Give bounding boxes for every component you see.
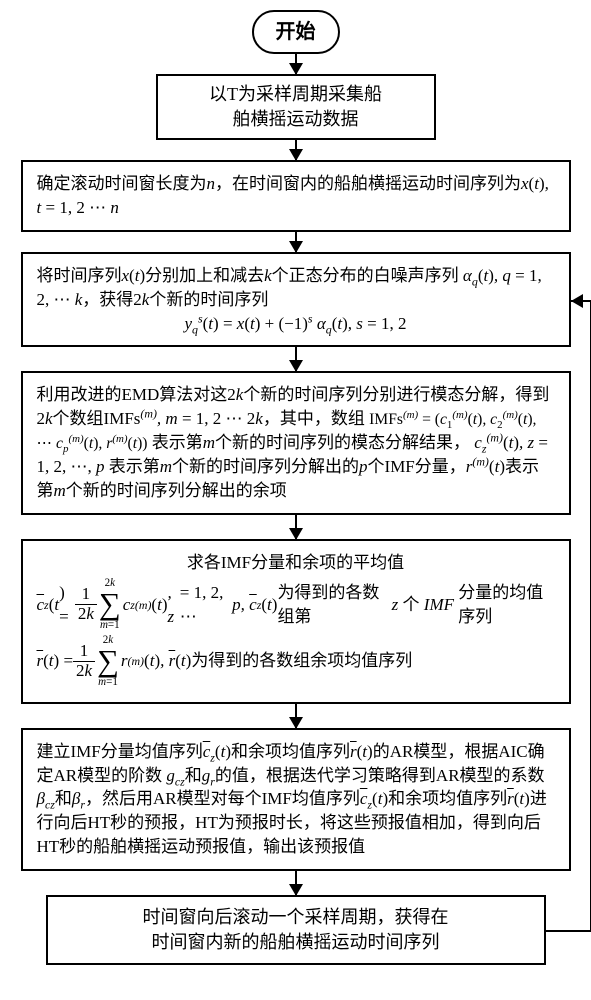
subtitle: 求各IMF分量和余项的平均值 [37, 551, 555, 575]
text: 个IMF分量， [368, 457, 466, 476]
text: 表示第 [152, 433, 203, 452]
loop-arrowhead [571, 294, 583, 308]
text: ，然后用AR模型对每个IMF均值序列 [85, 789, 360, 808]
start-node: 开始 [252, 10, 340, 54]
text: 分别加上和减去 [145, 266, 264, 285]
step-ar: 建立IMF分量均值序列cz(t)和余项均值序列r(t)的AR模型，根据AIC确定… [21, 728, 571, 871]
text: 以T为采样周期采集船 [209, 84, 382, 104]
text: 利用改进的EMD算法对这 [37, 385, 228, 404]
step-emd: 利用改进的EMD算法对这2k个新的时间序列分别进行模态分解，得到2k个数组IMF… [21, 371, 571, 514]
text: 时间窗内新的船舶横摇运动时间序列 [152, 932, 440, 952]
equation: r(t) = 12k 2k∑m=1 r(m)(t), r(t)为得到的各数组余项… [37, 635, 555, 688]
step-noise: 将时间序列x(t)分别加上和减去k个正态分布的白噪声序列 αq(t), q = … [21, 252, 571, 347]
step-mean: 求各IMF分量和余项的平均值 cz(t) = 12k 2k∑m=1 cz(m)(… [21, 539, 571, 704]
text: 的值，根据迭代学习策略得到AR模型的系数 [215, 766, 545, 785]
loop-edge [546, 930, 591, 932]
step-window: 确定滚动时间窗长度为n，在时间窗内的船舶横摇运动时间序列为x(t), t = 1… [21, 160, 571, 232]
text: 舶横摇运动数据 [233, 109, 359, 129]
text: ，获得 [82, 290, 133, 309]
arrow [295, 871, 297, 895]
text: 建立IMF分量均值序列 [37, 742, 203, 761]
arrow [295, 232, 297, 252]
text: 个新的时间序列的模态分解结果， [215, 433, 470, 452]
text: 个新的时间序列 [149, 290, 268, 309]
arrow [295, 54, 297, 74]
arrow [295, 140, 297, 160]
arrow [295, 515, 297, 539]
text: 个新的时间序列分解出的 [172, 457, 359, 476]
equation: cz(t) = 12k 2k∑m=1 cz(m)(t), z = 1, 2, ⋯… [37, 578, 555, 631]
text: 确定滚动时间窗长度为 [37, 174, 207, 193]
flowchart: 开始 以T为采样周期采集船 舶横摇运动数据 确定滚动时间窗长度为n，在时间窗内的… [10, 10, 581, 965]
text: 个数组 [53, 409, 104, 428]
step-sample: 以T为采样周期采集船 舶横摇运动数据 [156, 74, 436, 140]
equation: yqs(t) = x(t) + (−1)s αq(t), s = 1, 2 [37, 312, 555, 336]
arrow [295, 704, 297, 728]
text: 个正态分布的白噪声序列 [272, 266, 459, 285]
arrow [295, 347, 297, 371]
text: 个新的时间序列分别进行模态分解，得到 [243, 385, 549, 404]
text: 和余项均值序列 [388, 789, 507, 808]
text: 个新的时间序列分解出的余项 [66, 481, 287, 500]
step-slide: 时间窗向后滚动一个采样周期，获得在 时间窗内新的船舶横摇运动时间序列 [46, 895, 546, 965]
text: ，在时间窗内的船舶横摇运动时间序列为 [215, 174, 521, 193]
text: 时间窗向后滚动一个采样周期，获得在 [143, 907, 449, 927]
text: ，其中，数组 [263, 409, 365, 428]
text: 和余项均值序列 [231, 742, 350, 761]
text: 将时间序列 [37, 266, 122, 285]
text: 表示第 [109, 457, 160, 476]
